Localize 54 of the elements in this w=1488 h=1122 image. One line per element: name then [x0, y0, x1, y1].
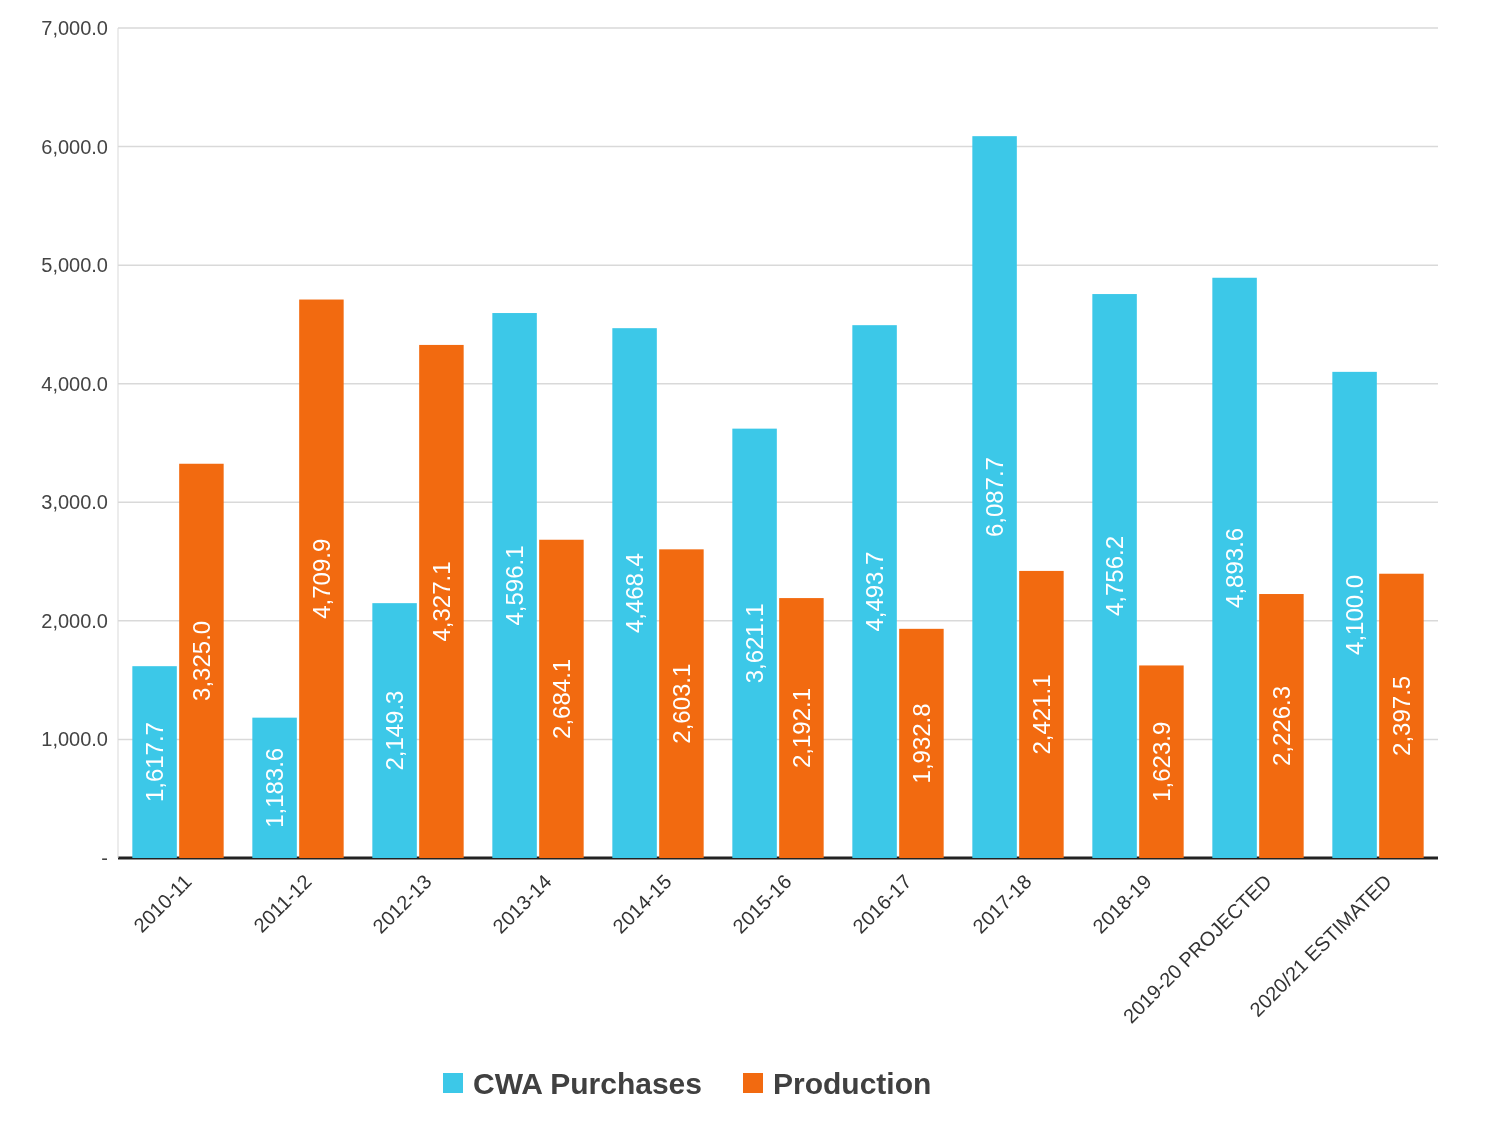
data-label: 4,468.4: [621, 553, 649, 634]
bar: [1019, 570, 1064, 858]
data-label: 2,149.3: [381, 690, 409, 771]
bar: [612, 328, 657, 858]
data-label: 1,623.9: [1147, 721, 1175, 802]
bar: [132, 666, 177, 858]
bar: [1139, 665, 1184, 858]
data-label: 4,756.2: [1101, 535, 1129, 617]
bar: [972, 136, 1017, 858]
data-label: 4,596.1: [501, 545, 529, 626]
bar: [732, 428, 777, 858]
data-label: 4,100.0: [1341, 574, 1369, 655]
bar: [179, 463, 224, 858]
bar: [659, 549, 704, 858]
bar: [779, 598, 824, 858]
bar: [492, 313, 537, 858]
y-tick-label: 1,000.0: [41, 728, 108, 751]
data-label: 3,325.0: [187, 620, 215, 701]
bar: [372, 603, 417, 858]
y-tick-label: 5,000.0: [41, 254, 108, 277]
data-label: 3,621.1: [741, 603, 769, 684]
y-tick-label: 3,000.0: [41, 491, 108, 514]
data-label: 4,327.1: [427, 561, 455, 642]
data-label: 4,893.6: [1221, 527, 1249, 608]
y-tick-label: -: [101, 847, 108, 869]
bar: [539, 539, 584, 858]
bar: [899, 628, 944, 858]
data-label: 2,603.1: [667, 663, 695, 744]
data-label: 2,192.1: [787, 688, 815, 769]
bar: [1379, 573, 1424, 858]
y-tick-label: 6,000.0: [41, 135, 108, 158]
data-label: 1,617.7: [141, 722, 169, 803]
y-tick-label: 2,000.0: [41, 609, 108, 632]
bar: [1092, 294, 1137, 858]
bar: [419, 344, 464, 858]
y-tick-label: 4,000.0: [41, 372, 108, 395]
data-label: 2,226.3: [1267, 685, 1295, 767]
legend-label: Production: [773, 1066, 932, 1100]
bar: [852, 325, 897, 858]
bar: [1212, 277, 1257, 858]
data-label: 1,183.6: [261, 747, 289, 828]
bar: [252, 717, 297, 858]
data-label: 2,421.1: [1027, 674, 1055, 755]
bar: [1332, 371, 1377, 858]
data-label: 1,932.8: [907, 703, 935, 784]
data-label: 6,087.7: [981, 457, 1009, 538]
data-label: 2,684.1: [547, 658, 575, 739]
data-label: 4,493.7: [861, 551, 889, 632]
bar: [1259, 594, 1304, 858]
bar: [299, 299, 344, 858]
data-label: 4,709.9: [307, 538, 335, 619]
legend-label: CWA Purchases: [473, 1066, 702, 1100]
y-tick-label: 7,000.0: [41, 17, 108, 39]
data-label: 2,397.5: [1387, 675, 1415, 756]
